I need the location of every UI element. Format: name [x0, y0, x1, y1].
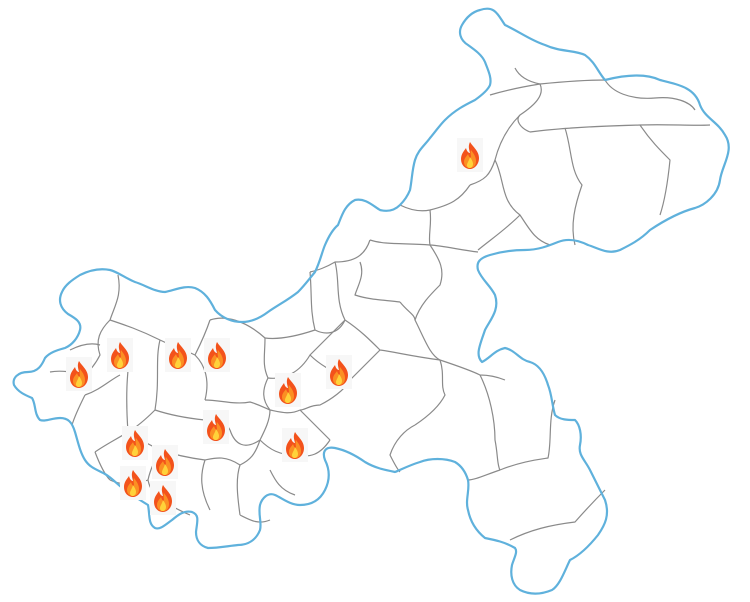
fire-icon: [120, 466, 146, 500]
fire-icon: [275, 373, 301, 407]
fire-icon: [150, 481, 176, 515]
fire-icon: [66, 357, 92, 391]
fire-icon: [107, 338, 133, 372]
fire-icon: [457, 138, 483, 172]
fire-icon: [165, 338, 191, 372]
fire-icon: [326, 355, 352, 389]
fire-icon: [122, 426, 148, 460]
fire-icon: [152, 445, 178, 479]
fire-icon: [203, 410, 229, 444]
fire-markers: [66, 138, 483, 515]
fire-icon: [204, 338, 230, 372]
province-outline: [12, 7, 730, 595]
fire-icon: [282, 428, 308, 462]
